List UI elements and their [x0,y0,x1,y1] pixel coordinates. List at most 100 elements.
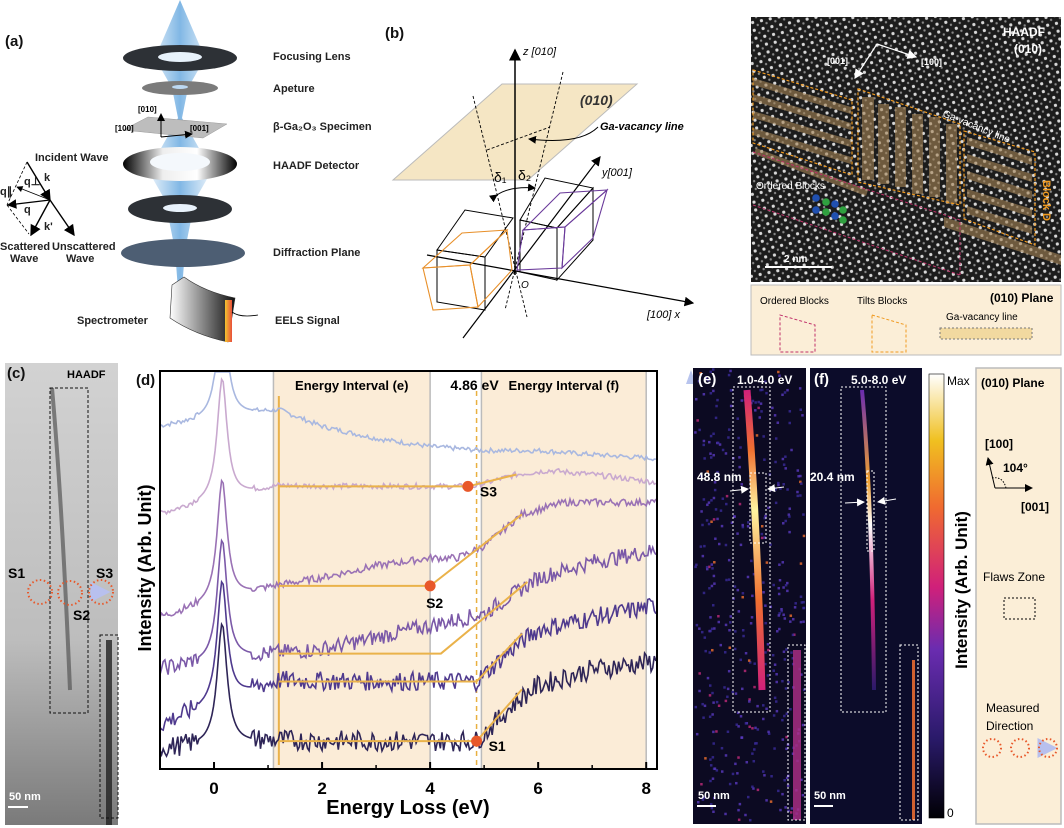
noise-pixel [798,387,802,390]
noise-pixel [757,406,760,410]
noise-pixel [720,770,724,773]
noise-pixel [782,586,785,589]
noise-pixel [721,448,725,452]
noise-pixel [748,661,752,664]
noise-pixel [698,428,701,432]
ring-icon [128,195,232,223]
tilts-block-swatch [871,314,907,353]
noise-pixel [711,691,714,695]
defect-signal [743,389,766,691]
noise-pixel [700,782,703,786]
spectrum-line [159,538,657,675]
x-axis-label: Energy Loss (eV) [326,797,489,819]
noise-pixel [709,452,712,455]
noise-pixel [762,581,765,584]
noise-pixel [773,696,777,700]
noise-pixel [774,501,778,505]
noise-pixel [791,657,795,660]
noise-pixel [713,481,717,484]
noise-pixel [777,586,781,590]
noise-pixel [801,414,804,417]
noise-pixel [787,809,790,813]
panel-e: (e) 1.0-4.0 eV 48.8 nm 50 nm [693,368,806,824]
panel-a: (a) [010] [100] [001] [0,0,372,343]
focusing-lens-icon [123,45,237,71]
sampling-points [27,579,114,606]
ga-vacancy-stripes [753,78,1061,265]
noise-pixel [726,695,729,699]
noise-pixel [702,716,705,719]
noise-pixel [694,705,698,709]
noise-pixel [789,620,792,623]
noise-pixel [698,689,701,693]
noise-pixel [709,764,713,767]
noise-pixel [802,534,806,538]
noise-pixel [762,717,765,721]
noise-pixel [737,808,740,812]
noise-pixel [741,687,744,691]
noise-pixel [774,460,777,464]
noise-pixel [723,686,726,689]
noise-pixel [802,620,805,623]
noise-pixel [702,439,706,443]
noise-pixel [755,434,759,437]
noise-pixel [769,543,772,546]
haadf-image [5,363,118,825]
noise-pixel [702,392,706,396]
noise-pixel [694,565,697,569]
noise-pixel [789,811,793,814]
noise-pixel [750,616,754,619]
colorbar-max: Max [947,374,970,388]
ordered-blocks-label: Ordered Blocks [756,181,825,192]
legend-title: (010) Plane [981,376,1045,390]
spectrum-line [159,579,657,732]
noise-pixel [705,519,709,522]
noise-pixel [794,602,797,605]
noise-pixel [704,757,707,760]
noise-pixel [788,410,792,413]
noise-pixel [748,725,751,728]
noise-pixel [719,509,723,512]
noise-pixel [731,690,735,694]
label-focusing-lens: Focusing Lens [273,51,351,63]
noise-pixel [773,747,776,750]
noise-pixel [790,448,793,452]
noise-pixel [717,614,720,618]
noise-pixel [709,434,713,438]
noise-pixel [748,698,751,701]
noise-pixel [751,594,754,598]
label-spectrometer: Spectrometer [77,315,149,327]
noise-pixel [712,742,715,745]
noise-pixel [769,800,773,803]
label-haadf-detector: HAADF Detector [273,160,360,172]
noise-pixel [716,441,720,445]
measured-label: Measured [986,701,1039,715]
noise-pixel [723,651,727,654]
noise-pixel [767,730,770,734]
noise-pixel [772,669,775,672]
label-scattered: Scattered [0,241,50,253]
noise-pixel [727,558,731,562]
noise-pixel [774,488,777,491]
measured-label: Direction [986,719,1033,733]
noise-pixel [717,704,721,708]
scale-label: 50 nm [814,790,846,802]
noise-pixel [772,714,776,717]
spectrum-line [159,371,656,462]
onset-label: S3 [480,483,497,499]
noise-pixel [715,769,719,772]
label-k: k [44,172,51,184]
noise-pixel [731,772,735,776]
noise-pixel [786,784,790,787]
noise-pixel [741,629,745,632]
width-label: 48.8 nm [697,470,742,484]
direction-arrow-100 [876,43,918,59]
x-tick-label: 0 [209,779,218,798]
scale-label: 50 nm [9,791,41,803]
noise-pixel [751,752,754,755]
orientation-legend: (010) Plane [100] 104° [001] Flaws Zone … [975,367,1062,825]
noise-pixel [778,627,781,631]
noise-pixel [753,685,756,689]
noise-pixel [777,370,780,374]
